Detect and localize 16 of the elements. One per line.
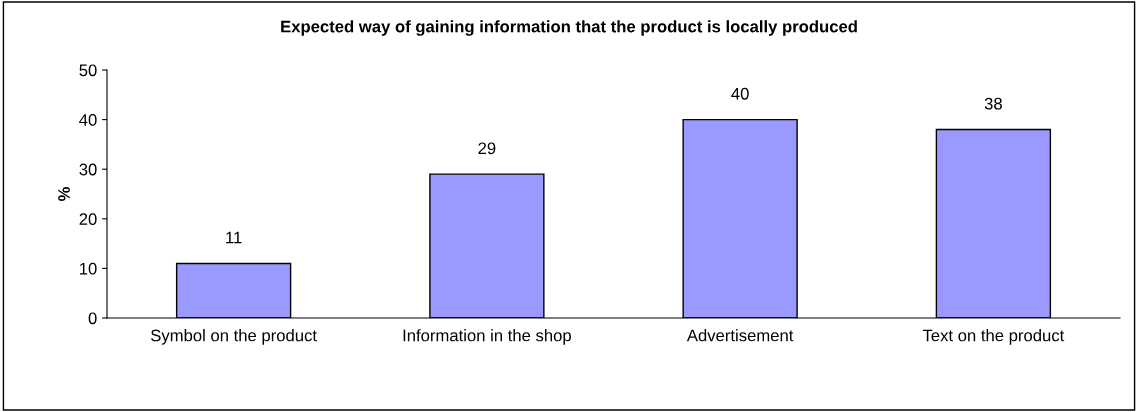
x-tick-label: Information in the shop	[403, 329, 571, 345]
y-tick-label: 30	[79, 163, 97, 176]
x-tick-label: Text on the product	[922, 329, 1065, 345]
y-tick-label: 50	[79, 64, 97, 77]
data-label: 38	[984, 97, 1002, 110]
y-tick-label: 20	[79, 213, 97, 225]
y-tick-label: 10	[80, 262, 97, 275]
x-tick-label: Symbol on the product	[151, 329, 317, 345]
data-label: 29	[478, 142, 496, 155]
y-tick-label: 0	[88, 312, 97, 325]
data-label: 11	[226, 231, 242, 244]
y-tick-label: 40	[79, 114, 97, 126]
y-axis-title: %	[58, 187, 70, 201]
chart-title: Expected way of gaining information that the product is locally produced	[281, 20, 857, 36]
data-label: 40	[731, 87, 749, 100]
x-tick-label: Advertisement	[686, 329, 794, 342]
